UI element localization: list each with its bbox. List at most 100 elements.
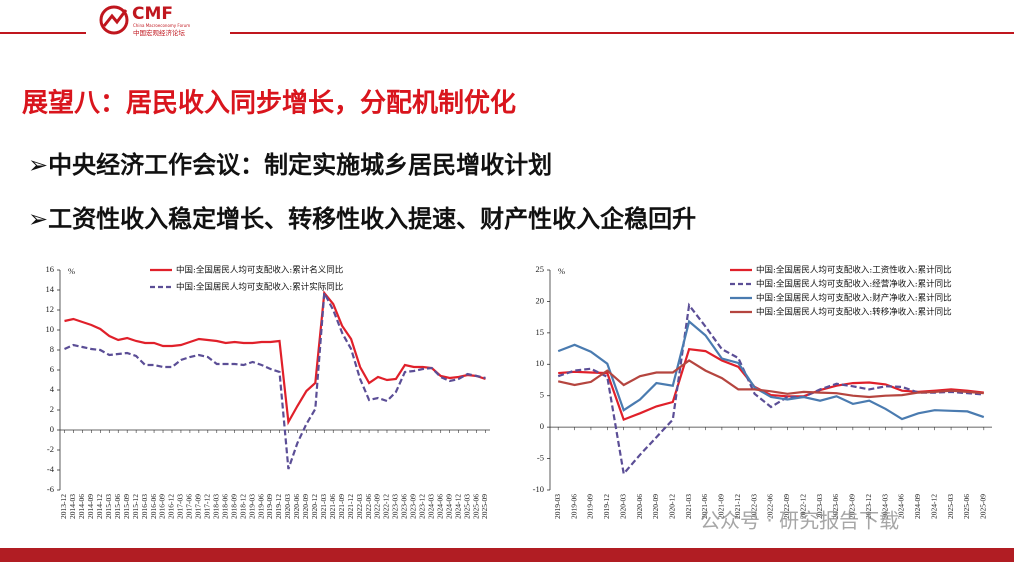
y-tick-label: 16 — [46, 264, 55, 274]
x-tick-label: 2025-03 — [946, 494, 955, 519]
y-unit: % — [558, 266, 565, 276]
x-tick-label: 2025-03 — [462, 494, 471, 519]
x-tick-label: 2015-09 — [122, 494, 131, 519]
x-tick-label: 2025-09 — [979, 494, 988, 519]
x-tick-label: 2013-12 — [59, 494, 68, 519]
x-tick-label: 2017-03 — [176, 494, 185, 519]
x-tick-label: 2019-09 — [265, 494, 274, 519]
y-tick-label: -10 — [533, 484, 544, 494]
y-tick-label: 0 — [50, 424, 54, 434]
x-tick-label: 2016-09 — [158, 494, 167, 519]
y-tick-label: 14 — [46, 284, 55, 294]
x-tick-label: 2021-12 — [733, 494, 742, 519]
x-tick-label: 2023-03 — [391, 494, 400, 519]
data-line — [557, 359, 984, 399]
x-tick-label: 2015-12 — [131, 494, 140, 519]
y-tick-label: -4 — [47, 464, 55, 474]
slide-title: 展望八：居民收入同步增长，分配机制优化 — [22, 88, 516, 119]
data-line — [557, 302, 984, 477]
x-tick-label: 2021-03 — [319, 494, 328, 519]
y-tick-label: 12 — [46, 304, 55, 314]
x-tick-label: 2018-09 — [229, 494, 238, 519]
y-tick-label: 10 — [536, 358, 545, 368]
x-tick-label: 2024-09 — [913, 494, 922, 519]
x-tick-label: 2025-09 — [480, 494, 489, 519]
x-tick-label: 2023-06 — [400, 494, 409, 519]
bullet: ➢中央经济工作会议：制定实施城乡居民增收计划 — [28, 151, 552, 179]
logo-text: CMF — [132, 4, 173, 24]
x-tick-label: 2023-03 — [815, 494, 824, 519]
x-tick-label: 2025-06 — [471, 494, 480, 519]
x-tick-label: 2022-09 — [782, 494, 791, 519]
x-tick-label: 2019-06 — [569, 494, 578, 519]
x-tick-label: 2018-06 — [220, 494, 229, 519]
legend-label: 中国:全国居民人均可支配收入:累计名义同比 — [176, 265, 343, 276]
x-tick-label: 2020-03 — [283, 494, 292, 519]
x-tick-label: 2019-09 — [586, 494, 595, 519]
y-tick-label: -2 — [47, 444, 54, 454]
x-tick-label: 2018-03 — [211, 494, 220, 519]
x-tick-label: 2021-12 — [346, 494, 355, 519]
x-tick-label: 2014-03 — [68, 494, 77, 519]
x-tick-label: 2020-09 — [651, 494, 660, 519]
x-tick-label: 2021-06 — [328, 494, 337, 519]
x-tick-label: 2022-06 — [766, 494, 775, 519]
x-tick-label: 2024-09 — [444, 494, 453, 519]
x-tick-label: 2024-12 — [929, 494, 938, 519]
x-tick-label: 2017-06 — [185, 494, 194, 519]
x-tick-label: 2022-09 — [373, 494, 382, 519]
x-tick-label: 2023-09 — [409, 494, 418, 519]
logo-subtitle: China Macroeconomy Forum — [133, 23, 190, 28]
x-tick-label: 2020-06 — [635, 494, 644, 519]
y-tick-label: -5 — [537, 453, 544, 463]
x-tick-label: 2014-09 — [86, 494, 95, 519]
x-tick-label: 2014-06 — [77, 494, 86, 519]
x-tick-label: 2023-12 — [418, 494, 427, 519]
x-tick-label: 2016-03 — [140, 494, 149, 519]
x-tick-label: 2017-09 — [194, 494, 203, 519]
x-tick-label: 2014-12 — [95, 494, 104, 519]
x-tick-label: 2021-03 — [684, 494, 693, 519]
x-tick-label: 2024-06 — [435, 494, 444, 519]
footer-bar — [0, 548, 1014, 562]
y-tick-label: 0 — [540, 421, 544, 431]
x-tick-label: 2019-03 — [247, 494, 256, 519]
x-tick-label: 2020-09 — [301, 494, 310, 519]
x-tick-label: 2019-06 — [256, 494, 265, 519]
y-tick-label: -6 — [47, 484, 54, 494]
x-tick-label: 2022-12 — [382, 494, 391, 519]
logo-icon — [99, 5, 129, 35]
y-tick-label: 5 — [540, 390, 544, 400]
x-tick-label: 2017-12 — [203, 494, 212, 519]
y-tick-label: 10 — [46, 324, 55, 334]
x-tick-label: 2020-03 — [618, 494, 627, 519]
x-tick-label: 2023-12 — [864, 494, 873, 519]
x-tick-label: 2016-12 — [167, 494, 176, 519]
y-unit: % — [68, 266, 75, 276]
x-tick-label: 2021-06 — [700, 494, 709, 519]
logo-cn: 中国宏观经济论坛 — [133, 28, 186, 37]
x-tick-label: 2016-06 — [149, 494, 158, 519]
x-tick-label: 2022-06 — [364, 494, 373, 519]
x-tick-label: 2019-12 — [274, 494, 283, 519]
x-tick-label: 2024-12 — [453, 494, 462, 519]
x-tick-label: 2015-03 — [104, 494, 113, 519]
x-tick-label: 2023-09 — [848, 494, 857, 519]
watermark: 公众号 · 研究报告下载 — [700, 509, 899, 533]
legend-label: 中国:全国居民人均可支配收入:工资性收入:累计同比 — [756, 265, 952, 276]
x-tick-label: 2023-06 — [831, 494, 840, 519]
x-tick-label: 2020-12 — [310, 494, 319, 519]
y-tick-label: 4 — [50, 384, 55, 394]
x-tick-label: 2015-06 — [113, 494, 122, 519]
logo-icon — [102, 9, 128, 27]
x-tick-label: 2022-12 — [798, 494, 807, 519]
data-line — [64, 290, 486, 426]
legend-label: 中国:全国居民人均可支配收入:经营净收入:累计同比 — [756, 279, 952, 290]
logo: CMF China Macroeconomy Forum 中国宏观经济论坛 — [99, 4, 190, 37]
y-tick-label: 20 — [536, 295, 545, 305]
y-tick-label: 6 — [50, 364, 54, 374]
bullet: ➢工资性收入稳定增长、转移性收入提速、财产性收入企稳回升 — [28, 205, 696, 233]
data-line — [64, 289, 486, 470]
